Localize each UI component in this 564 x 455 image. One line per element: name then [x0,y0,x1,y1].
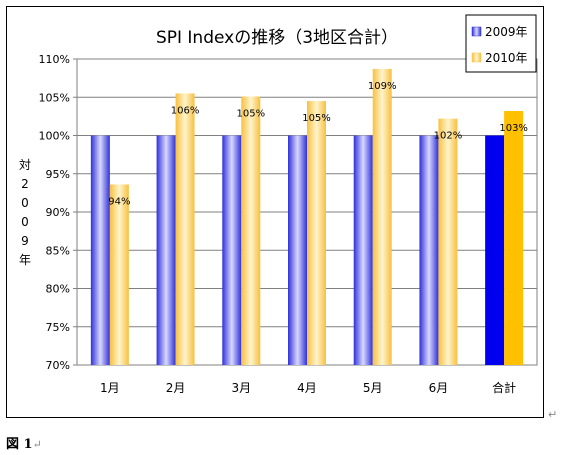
y-tick-label: 100% [39,130,70,143]
bar-2009年-1月 [90,135,110,365]
y-tick-label: 70% [46,359,70,372]
y-axis-label-char: 0 [21,215,29,229]
x-tick-label: 5月 [363,381,383,395]
y-tick-label: 95% [46,168,70,181]
x-tick-label: 4月 [297,381,317,395]
bar-2010年-1月 [109,184,129,365]
data-label: 94% [108,196,130,207]
y-axis-label-char: 2 [21,177,29,191]
bar-2010年-6月 [438,118,458,365]
y-tick-label: 85% [46,244,70,257]
x-tick-label: 2月 [166,381,186,395]
y-tick-label: 110% [39,53,70,66]
data-label: 109% [368,81,397,92]
legend-swatch-2010 [471,52,482,63]
chart-frame: 70% 75% 80% 85% 90% 95% 100% 105% 110% 94% 106% 10… [6,6,544,418]
legend-label-2010: 2010年 [485,51,528,65]
chart-title: SPI Indexの推移（3地区合計） [156,28,398,48]
caption-paragraph-mark: ↵ [32,438,42,451]
legend-swatch-2009 [471,26,482,37]
x-tick-label: 1月 [100,381,120,395]
bars [90,68,524,366]
y-tick-label: 80% [46,283,70,296]
y-tick-label: 105% [39,91,70,104]
legend-box [465,14,537,73]
x-tick-labels: 1月 2月 3月 4月 5月 6月 合計 [100,380,516,395]
bar-2010年-5月 [372,68,392,365]
x-tick-label: 6月 [429,381,449,395]
bar-2009年-4月 [288,135,307,365]
bar-2009年-5月 [353,135,373,365]
paragraph-mark: ↵ [548,408,558,421]
bar-2010年-4月 [307,101,326,365]
bar-2009年-6月 [419,135,439,365]
bar-2010年-2月 [175,93,195,366]
bar-2009年-2月 [156,135,176,365]
legend-label-2009: 2009年 [485,25,528,39]
legend: 2009年 2010年 [465,14,537,73]
y-axis-label: 対 2 0 0 9 年 [19,158,31,267]
y-tick-labels: 70% 75% 80% 85% 90% 95% 100% 105% 110% [39,53,70,372]
y-axis-label-char: 年 [19,253,31,267]
y-tick-label: 90% [46,206,70,219]
bar-2010年-3月 [241,96,261,366]
x-tick-label: 3月 [231,381,251,395]
data-label: 105% [302,113,331,124]
y-axis-label-char: 0 [21,196,29,210]
data-labels: 94% 106% 105% 105% 109% 102% 103% [108,81,528,208]
figure-caption-label: 図 1 [6,437,33,452]
y-tick-label: 75% [46,321,70,334]
bar-2010年-合計 [504,111,524,366]
data-label: 102% [434,131,463,142]
data-label: 103% [499,123,528,134]
chart-svg: 70% 75% 80% 85% 90% 95% 100% 105% 110% 94% 106% 10… [19,14,538,395]
bar-2009年-3月 [222,135,242,365]
y-axis-label-char: 対 [19,158,31,172]
data-label: 106% [171,105,200,116]
figure-caption: 図 1↵ [6,433,42,452]
data-label: 105% [236,108,265,119]
x-tick-label: 合計 [492,380,516,395]
bar-2009年-合計 [485,135,505,365]
y-axis-label-char: 9 [21,234,29,248]
